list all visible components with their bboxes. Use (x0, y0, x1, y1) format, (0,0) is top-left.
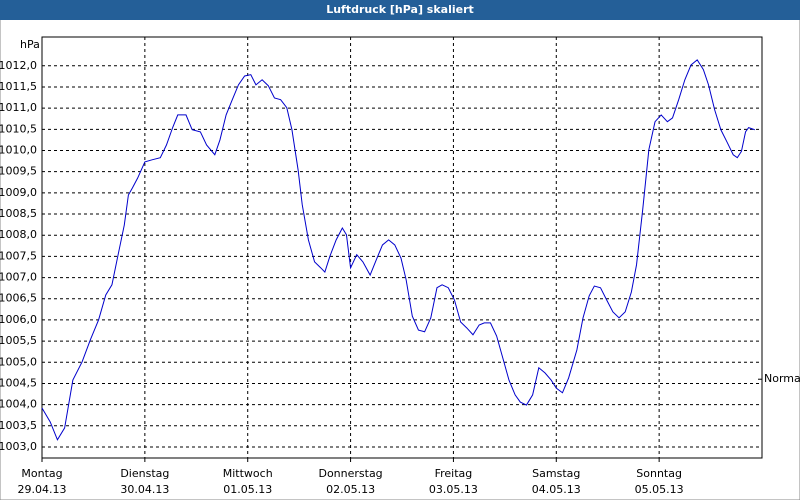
data-line (41, 59, 755, 441)
annotation: Normal (764, 372, 800, 385)
y-tick-label: 1003,5 (0, 419, 37, 432)
y-tick-label: 1003,0 (0, 440, 37, 453)
y-tick-label: 1008,5 (0, 207, 37, 220)
y-tick-label: 1004,0 (0, 398, 37, 411)
plot-border (41, 36, 763, 459)
y-tick-label: 1008,0 (0, 228, 37, 241)
y-tick-label: 1011,5 (0, 80, 37, 93)
x-tick-date: 05.05.13 (635, 483, 684, 496)
x-tick-date: 04.05.13 (532, 483, 581, 496)
x-tick-label: Samstag (532, 467, 580, 480)
y-tick-label: 1012,0 (0, 59, 37, 72)
x-tick-date: 03.05.13 (429, 483, 478, 496)
x-tick-label: Montag (21, 467, 62, 480)
y-tick-label: 1007,0 (0, 271, 37, 284)
x-tick-label: Donnerstag (318, 467, 382, 480)
y-tick-label: 1010,5 (0, 122, 37, 135)
y-tick-label: 1006,5 (0, 292, 37, 305)
y-tick-label: 1006,0 (0, 313, 37, 326)
y-tick-label: 1010,0 (0, 144, 37, 157)
y-tick-label: 1005,0 (0, 355, 37, 368)
y-tick-label: 1007,5 (0, 249, 37, 262)
x-tick-date: 01.05.13 (223, 483, 272, 496)
chart-title: Luftdruck [hPa] skaliert (326, 3, 474, 16)
y-tick-label: 1009,5 (0, 165, 37, 178)
title-bar (0, 0, 800, 20)
x-tick-label: Dienstag (120, 467, 169, 480)
x-tick-label: Mittwoch (223, 467, 273, 480)
x-tick-label: Freitag (435, 467, 473, 480)
x-tick-label: Sonntag (636, 467, 682, 480)
y-tick-label: 1004,5 (0, 376, 37, 389)
y-tick-label: 1011,0 (0, 101, 37, 114)
x-tick-date: 30.04.13 (120, 483, 169, 496)
x-tick-date: 02.05.13 (326, 483, 375, 496)
x-tick-date: 29.04.13 (18, 483, 67, 496)
y-tick-label: 1005,5 (0, 334, 37, 347)
y-tick-label: 1009,0 (0, 186, 37, 199)
y-axis-label: hPa (20, 38, 40, 51)
